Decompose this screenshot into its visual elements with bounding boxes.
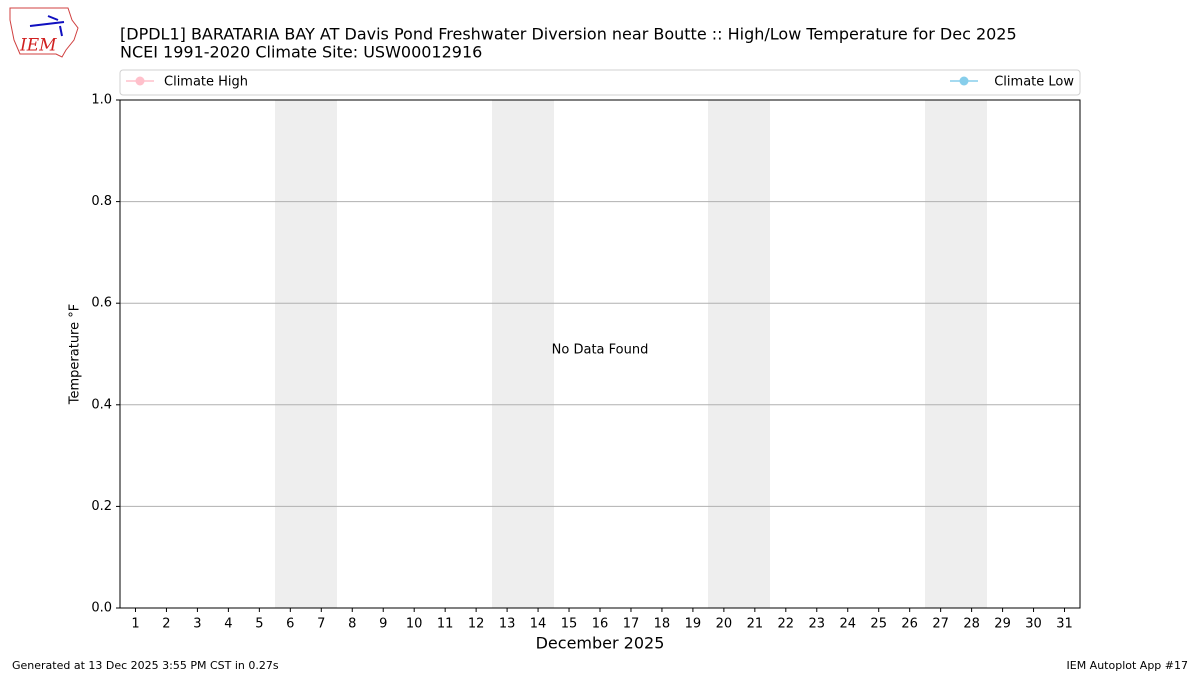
weekend-band [492, 100, 554, 608]
x-tick-label: 15 [561, 617, 578, 632]
y-tick-label: 0.4 [91, 397, 112, 412]
x-tick-label: 9 [379, 617, 387, 632]
chart-subtitle: NCEI 1991-2020 Climate Site: USW00012916 [120, 43, 482, 62]
x-tick-label: 17 [623, 617, 640, 632]
x-tick-label: 24 [839, 617, 856, 632]
x-tick-label: 19 [685, 617, 702, 632]
y-tick-label: 0.2 [91, 499, 112, 514]
logo-shape [9, 7, 79, 58]
legend-box [119, 69, 1081, 96]
x-tick-label: 11 [437, 617, 454, 632]
x-tick-label: 25 [870, 617, 887, 632]
weekend-band [708, 100, 770, 608]
x-tick-label: 22 [778, 617, 795, 632]
logo-text: IEM [19, 36, 57, 56]
y-tick-label: 0.0 [91, 601, 112, 616]
x-tick-label: 13 [499, 617, 516, 632]
x-tick-label: 8 [348, 617, 356, 632]
legend-label: Climate High [164, 75, 248, 90]
x-tick-label: 30 [1025, 617, 1042, 632]
x-tick-label: 4 [224, 617, 232, 632]
x-tick-label: 3 [193, 617, 201, 632]
x-tick-label: 12 [468, 617, 485, 632]
legend-label: Climate Low [994, 75, 1074, 90]
y-axis-label: Temperature °F [68, 304, 83, 405]
x-tick-label: 26 [901, 617, 918, 632]
x-tick-label: 18 [654, 617, 671, 632]
weekend-band [925, 100, 987, 608]
x-tick-label: 2 [162, 617, 170, 632]
legend-marker [135, 76, 145, 86]
logo-icon [29, 15, 65, 37]
x-tick-label: 5 [255, 617, 263, 632]
x-tick-label: 27 [932, 617, 949, 632]
x-tick-label: 31 [1056, 617, 1073, 632]
x-tick-label: 16 [592, 617, 609, 632]
logo: IEM [9, 7, 79, 58]
x-tick-label: 23 [809, 617, 826, 632]
footer-right: IEM Autoplot App #17 [1067, 659, 1189, 672]
chart-title: [DPDL1] BARATARIA BAY AT Davis Pond Fres… [120, 25, 1017, 44]
y-tick-label: 1.0 [91, 93, 112, 108]
y-tick-label: 0.6 [91, 296, 112, 311]
footer-left: Generated at 13 Dec 2025 3:55 PM CST in … [12, 659, 279, 672]
x-tick-label: 14 [530, 617, 547, 632]
y-tick-label: 0.8 [91, 194, 112, 209]
x-axis-label: December 2025 [536, 634, 665, 653]
x-tick-label: 28 [963, 617, 980, 632]
x-tick-label: 29 [994, 617, 1011, 632]
weekend-band [275, 100, 337, 608]
legend-marker [959, 76, 969, 86]
weekend-shading [275, 100, 987, 608]
x-tick-label: 21 [747, 617, 764, 632]
x-tick-label: 6 [286, 617, 294, 632]
annotation: No Data Found [552, 343, 649, 358]
x-tick-label: 10 [406, 617, 423, 632]
x-tick-label: 20 [716, 617, 733, 632]
x-tick-label: 1 [131, 617, 139, 632]
x-tick-label: 7 [317, 617, 325, 632]
